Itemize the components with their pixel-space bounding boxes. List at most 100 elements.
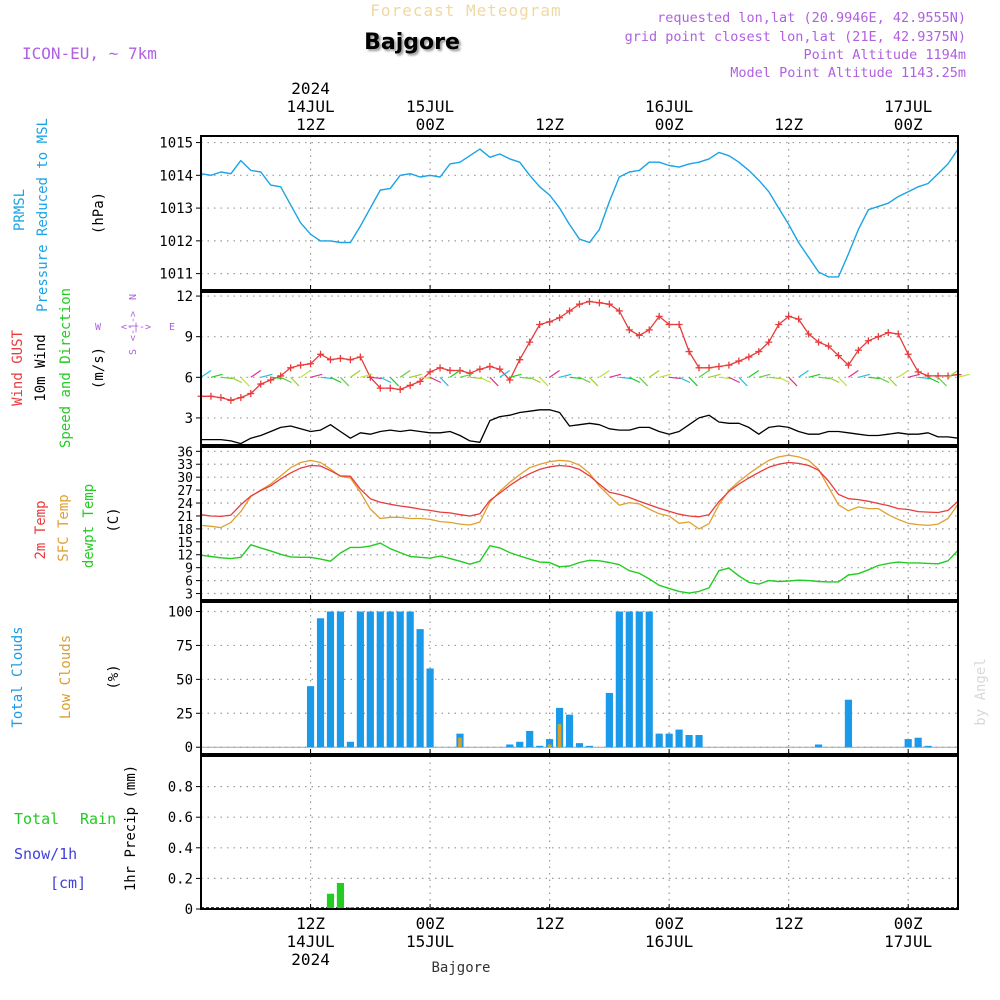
gust-marker (934, 372, 942, 380)
gust-marker (655, 312, 663, 320)
top-time-label: 12Z (535, 115, 564, 134)
wind-direction-arrow (629, 376, 641, 384)
total-cloud-bar (605, 692, 613, 748)
compass-mid-h: <-|-> (121, 322, 151, 333)
wind-direction-arrow (918, 376, 931, 380)
wind-direction-arrow (340, 376, 350, 387)
wind-direction-arrow (848, 370, 859, 378)
wind-direction-arrow (439, 376, 449, 387)
total-cloud-bar (904, 739, 912, 748)
location-title: Bajgore (364, 30, 460, 55)
total-cloud-bar (565, 714, 574, 748)
wind-direction-arrow (638, 376, 649, 387)
y-tick-label: 0.6 (168, 810, 193, 826)
gust-marker (815, 338, 823, 346)
precip-side-label: Total Rain Snow/1h [cm] 1hr Precip (mm) (14, 765, 139, 892)
low-clouds-label: Low Clouds (58, 635, 74, 719)
y-tick-label: 0.8 (168, 780, 193, 796)
gust-marker (486, 362, 494, 370)
wind-direction-arrow (897, 370, 909, 378)
gust-marker (406, 381, 414, 389)
pressure-label-prmsl: PRMSL (12, 189, 28, 231)
y-tick-label: 75 (176, 638, 193, 654)
y-tick-label: 1014 (159, 168, 193, 184)
bottom-time-label: 16JUL (645, 932, 693, 951)
y-tick-label: 1015 (159, 136, 193, 152)
compass-rose: N <-|-> S W <-|-> E (95, 294, 175, 355)
bottom-time-label: 12Z (535, 914, 564, 933)
total-cloud-bar (914, 737, 922, 748)
y-tick-label: 36 (177, 445, 193, 460)
wind-direction-arrow (330, 376, 342, 384)
wind-direction-arrow (599, 370, 610, 378)
gust-marker (795, 315, 803, 323)
gust-marker (635, 331, 643, 339)
cloud-unit: (%) (106, 664, 122, 689)
gust-marker (864, 337, 872, 345)
wind-direction-arrow (868, 376, 881, 380)
total-cloud-bar (526, 730, 534, 748)
gust-marker (645, 326, 653, 334)
wind-direction-arrow (389, 376, 400, 387)
y-tick-label: 24 (177, 497, 193, 512)
wind-direction-arrow (828, 376, 840, 384)
wind-direction-arrow (509, 373, 522, 378)
gust-marker (854, 346, 862, 354)
y-tick-label: 9 (185, 562, 193, 577)
wind-direction-arrow (429, 376, 442, 384)
wind-direction-arrow (290, 376, 300, 387)
wind-direction-arrow (698, 370, 710, 378)
wind-direction-arrow (469, 376, 482, 380)
gust-marker (506, 376, 514, 384)
gust-marker (317, 350, 325, 358)
total-cloud-bar (416, 629, 424, 748)
panel-frame (200, 601, 959, 755)
wind-direction-arrow (579, 376, 591, 384)
top-time-label: 00Z (655, 115, 684, 134)
total-cloud-bar (356, 611, 364, 748)
total-cloud-bar (376, 611, 384, 748)
gust-marker (526, 338, 534, 346)
y-tick-label: 1013 (159, 201, 193, 217)
gust-marker (356, 353, 364, 361)
gust-marker (695, 364, 703, 372)
rain-label-a: Total (14, 810, 59, 828)
gust-marker (426, 368, 434, 376)
pressure-side-label: PRMSL Pressure Reduced to MSL (hPa) (12, 118, 107, 312)
wind-direction-arrow (420, 376, 433, 380)
gust-marker (546, 318, 554, 326)
chart-title: Forecast Meteogram (370, 1, 561, 20)
compass-n: N (128, 294, 139, 300)
snow-unit: [cm] (50, 874, 86, 892)
bottom-time-label: 12Z (296, 914, 325, 933)
y-tick-label: 6 (185, 370, 193, 386)
y-tick-label: 3 (185, 588, 193, 603)
gust-marker (755, 348, 763, 356)
wind-direction-arrow (260, 373, 273, 378)
total-cloud-bar (675, 729, 683, 748)
total-cloud-bar (506, 744, 514, 748)
wind-direction-arrow (728, 376, 740, 384)
gust-marker (825, 342, 833, 350)
wind-direction-arrow (449, 370, 461, 378)
wind-direction-arrow (778, 376, 790, 384)
y-tick-label: 100 (168, 605, 193, 621)
wind-direction-arrow (300, 370, 311, 378)
y-tick-label: 12 (177, 549, 193, 564)
bottom-time-label: 15JUL (406, 932, 454, 951)
compass-s: S (128, 349, 139, 355)
total-cloud-bar (326, 611, 335, 748)
pressure-unit: (hPa) (91, 192, 107, 234)
y-tick-label: 18 (177, 523, 193, 538)
gust-marker (237, 394, 245, 402)
top-time-label: 00Z (416, 115, 445, 134)
gust-marker (675, 320, 683, 328)
wind-direction-arrow (619, 376, 632, 380)
y-tick-label: 0 (185, 902, 193, 918)
wind-direction-arrow (559, 373, 572, 378)
wind-direction-arrow (678, 376, 691, 384)
bottom-time-label: 00Z (894, 914, 923, 933)
top-time-label: 15JUL (406, 97, 454, 116)
y-tick-label: 50 (176, 672, 193, 688)
